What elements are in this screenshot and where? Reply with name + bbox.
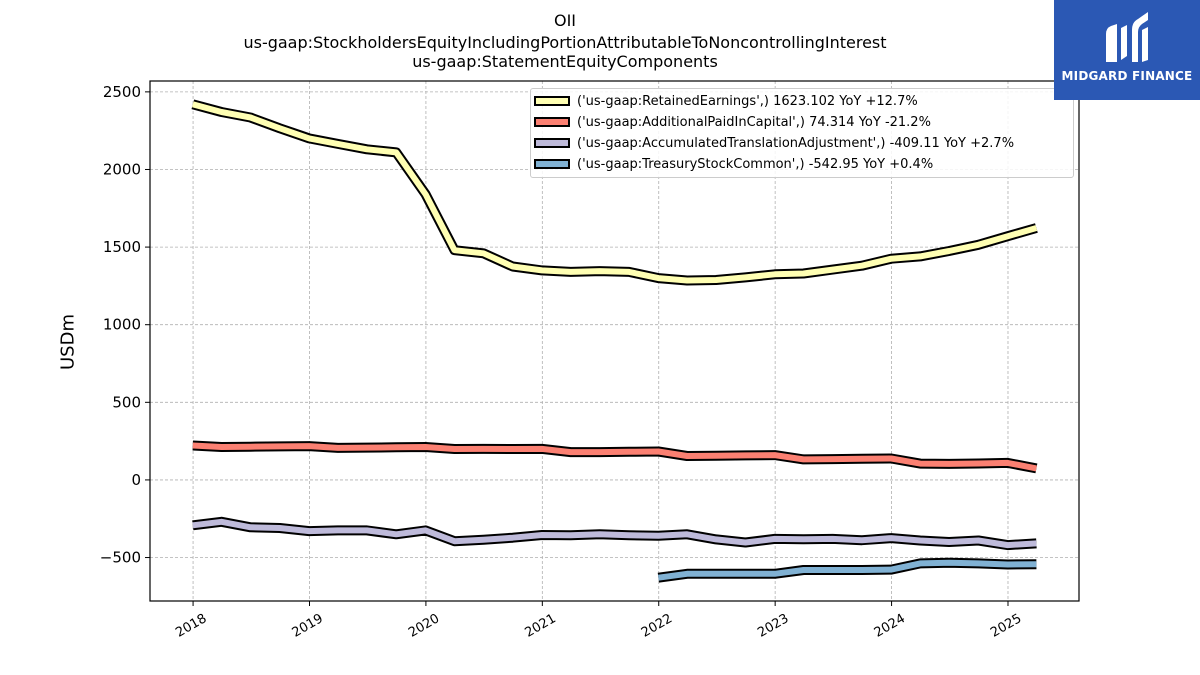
y-tick-label: 500 <box>112 393 141 411</box>
x-tick-label: 2023 <box>755 611 791 641</box>
y-tick-label: 0 <box>131 471 141 489</box>
x-tick-label: 2020 <box>406 611 442 641</box>
series-lines <box>191 99 1038 583</box>
legend-swatch <box>534 159 570 169</box>
legend-item: ('us-gaap:AdditionalPaidInCapital',) 74.… <box>531 112 931 132</box>
chart-title-concept: us-gaap:StockholdersEquityIncludingPorti… <box>243 33 887 52</box>
legend-item: ('us-gaap:AccumulatedTranslationAdjustme… <box>531 133 1014 153</box>
brand-name: MIDGARD FINANCE <box>1061 69 1193 83</box>
x-tick-label: 2025 <box>988 611 1024 641</box>
brand-logo: MIDGARD FINANCE <box>1054 0 1200 100</box>
brand-mark-icon <box>1106 12 1148 62</box>
legend-item: ('us-gaap:TreasuryStockCommon',) -542.95… <box>531 154 933 174</box>
y-axis-ticks: −500 0 500 1000 1500 2000 2500 <box>100 83 150 567</box>
x-tick-label: 2021 <box>522 611 558 641</box>
legend-label: ('us-gaap:AdditionalPaidInCapital',) 74.… <box>577 114 931 130</box>
plot-frame <box>149 80 1080 602</box>
chart-title-ticker: OII <box>553 11 577 30</box>
legend-item: ('us-gaap:RetainedEarnings',) 1623.102 Y… <box>531 91 918 111</box>
legend: ('us-gaap:RetainedEarnings',) 1623.102 Y… <box>530 88 1074 178</box>
x-tick-label: 2022 <box>639 611 675 641</box>
y-tick-label: 2000 <box>103 160 141 178</box>
series-line <box>192 101 1038 284</box>
legend-swatch <box>534 138 570 148</box>
legend-swatch <box>534 96 570 106</box>
legend-label: ('us-gaap:RetainedEarnings',) 1623.102 Y… <box>577 93 918 109</box>
y-axis-label: USDm <box>57 314 79 370</box>
y-tick-label: −500 <box>100 549 141 567</box>
chart-title-group: us-gaap:StatementEquityComponents <box>412 52 718 71</box>
series-line <box>192 518 1037 549</box>
x-axis-ticks: 2018 2019 2020 2021 2022 2023 2024 2025 <box>173 601 1024 641</box>
x-tick-label: 2024 <box>872 611 908 641</box>
legend-label: ('us-gaap:AccumulatedTranslationAdjustme… <box>577 135 1015 151</box>
y-tick-label: 1000 <box>103 316 141 334</box>
legend-swatch <box>534 117 570 127</box>
y-tick-label: 2500 <box>103 83 141 101</box>
legend-label: ('us-gaap:TreasuryStockCommon',) -542.95… <box>577 156 934 172</box>
series-line <box>192 442 1037 472</box>
series-line <box>657 559 1037 581</box>
x-tick-label: 2018 <box>173 611 209 641</box>
y-tick-label: 1500 <box>103 238 141 256</box>
x-tick-label: 2019 <box>290 611 326 641</box>
